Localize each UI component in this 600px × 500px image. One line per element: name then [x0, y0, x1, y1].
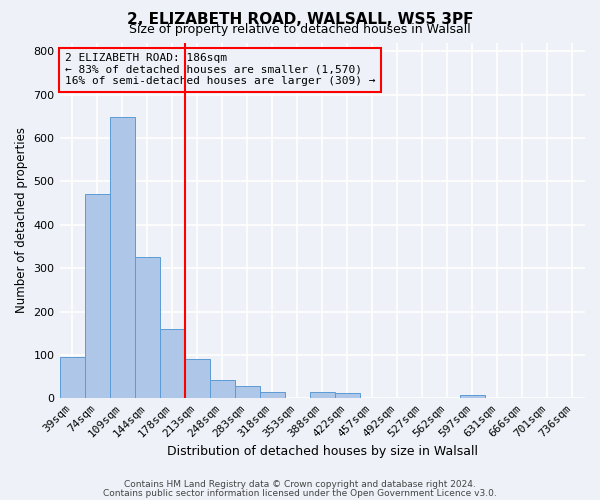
Y-axis label: Number of detached properties: Number of detached properties [15, 128, 28, 314]
Bar [110, 117, 134, 398]
Bar [85, 194, 110, 398]
Text: Contains public sector information licensed under the Open Government Licence v3: Contains public sector information licen… [103, 488, 497, 498]
Bar [185, 360, 209, 399]
Bar [335, 393, 360, 398]
Bar [134, 258, 160, 398]
Bar [460, 395, 485, 398]
X-axis label: Distribution of detached houses by size in Walsall: Distribution of detached houses by size … [167, 444, 478, 458]
Bar [209, 380, 235, 398]
Bar [260, 392, 285, 398]
Bar [59, 357, 85, 399]
Text: 2, ELIZABETH ROAD, WALSALL, WS5 3PF: 2, ELIZABETH ROAD, WALSALL, WS5 3PF [127, 12, 473, 28]
Bar [235, 386, 260, 398]
Bar [160, 329, 185, 398]
Text: Size of property relative to detached houses in Walsall: Size of property relative to detached ho… [129, 22, 471, 36]
Bar [310, 392, 335, 398]
Text: 2 ELIZABETH ROAD: 186sqm
← 83% of detached houses are smaller (1,570)
16% of sem: 2 ELIZABETH ROAD: 186sqm ← 83% of detach… [65, 53, 375, 86]
Text: Contains HM Land Registry data © Crown copyright and database right 2024.: Contains HM Land Registry data © Crown c… [124, 480, 476, 489]
